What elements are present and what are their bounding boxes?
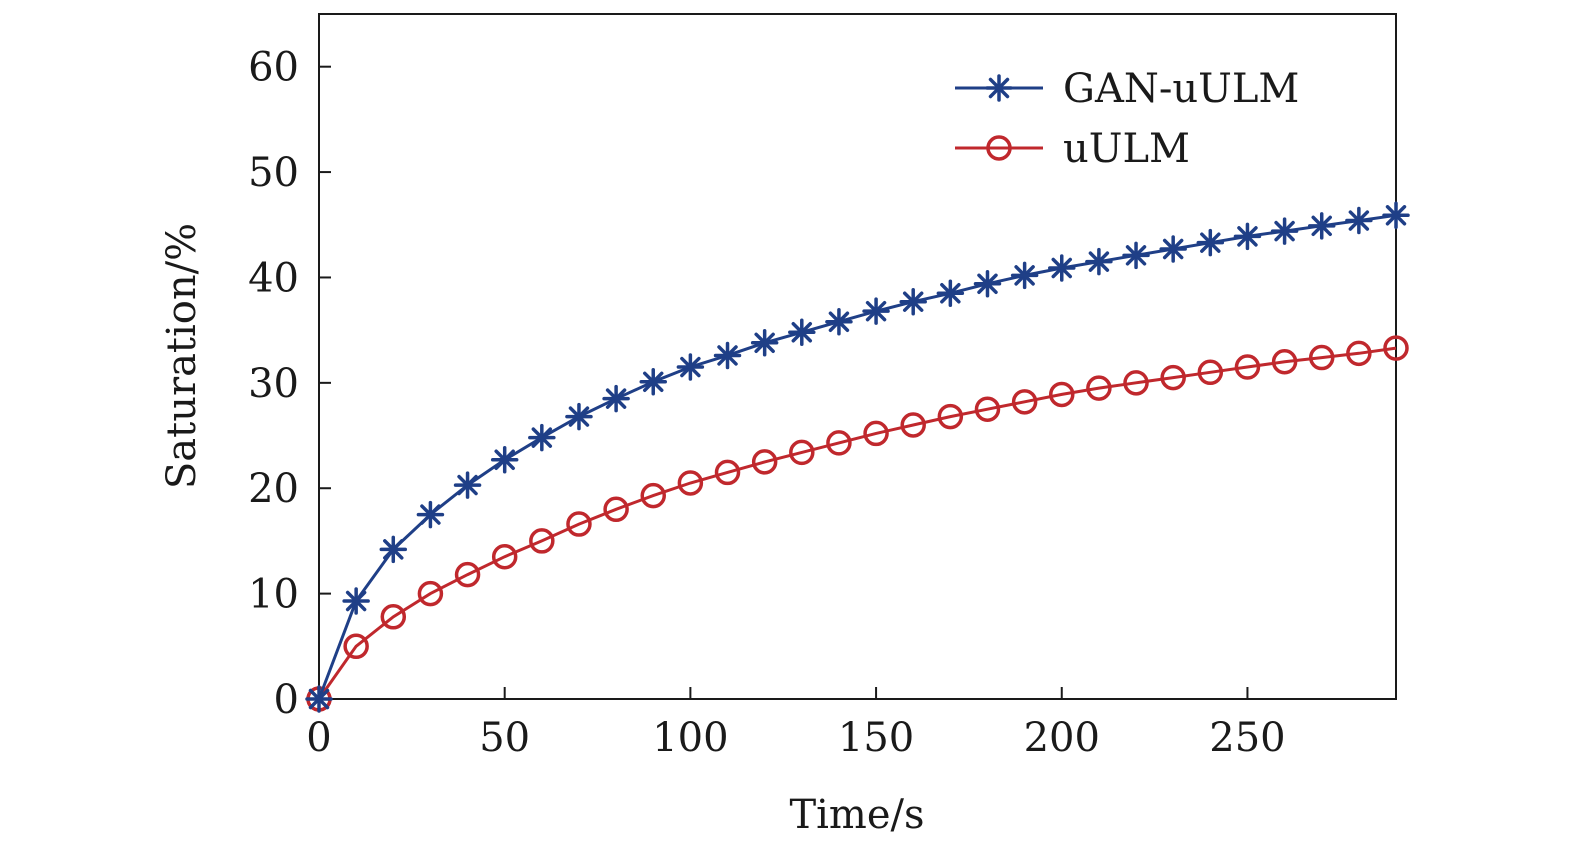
data-point-GAN-uULM [1270,217,1299,245]
data-point-GAN-uULM [676,353,705,381]
data-point-GAN-uULM [342,587,370,615]
plot-frame [318,13,1397,700]
x-tick-label: 200 [1024,715,1100,761]
x-tick-label: 50 [479,715,530,761]
x-tick-label: 150 [838,715,914,761]
data-point-uULM [343,633,369,660]
data-point-uULM [937,403,964,430]
data-point-uULM [454,561,481,588]
data-point-uULM [640,482,666,509]
data-point-uULM [1271,349,1298,375]
data-point-GAN-uULM [1196,228,1225,257]
data-point-uULM [714,459,741,486]
y-tick-label: 60 [248,45,299,91]
data-point-uULM [863,420,889,447]
series-line-GAN-uULM [317,213,1397,700]
data-point-uULM [417,580,444,607]
data-point-uULM [380,604,407,630]
data-point-uULM [1086,375,1112,401]
data-point-uULM [826,430,852,456]
x-tick-label: 0 [306,715,331,761]
data-point-GAN-uULM [1085,247,1113,276]
data-point-GAN-uULM [825,307,853,336]
data-point-GAN-uULM [1010,261,1039,290]
x-axis-title: Time/s [789,792,924,838]
y-tick-label: 40 [248,255,299,301]
data-point-uULM [1049,381,1075,408]
data-point-uULM [974,396,1001,422]
y-tick-label: 50 [248,150,299,196]
data-point-GAN-uULM [936,279,965,308]
data-point-GAN-uULM [379,535,408,564]
data-point-GAN-uULM [862,297,890,325]
data-point-GAN-uULM [602,384,630,413]
data-point-uULM [1234,354,1261,380]
data-point-GAN-uULM [1233,222,1262,251]
data-point-uULM [1308,344,1335,371]
y-tick-label: 30 [248,361,299,407]
y-tick-label: 10 [248,572,299,618]
data-point-GAN-uULM [973,270,1002,298]
legend: GAN-uULM uULM [955,66,1299,172]
data-point-uULM [529,528,555,554]
y-axis-title: Saturation/% [159,223,205,489]
y-tick-label: 20 [248,466,299,512]
legend-marker-uULM [986,135,1012,161]
data-point-GAN-uULM [1345,206,1373,235]
data-point-GAN-uULM [1159,235,1187,263]
data-point-GAN-uULM [1122,241,1150,270]
data-point-GAN-uULM [899,287,927,316]
legend-label: uULM [1063,126,1190,172]
data-point-GAN-uULM [305,685,333,713]
legend-label: GAN-uULM [1063,66,1299,112]
data-point-uULM [1197,359,1224,386]
data-point-uULM [751,449,778,475]
data-point-GAN-uULM [713,341,742,370]
data-point-uULM [566,511,592,537]
data-point-GAN-uULM [788,318,816,347]
x-tick-label: 100 [652,715,728,761]
data-point-GAN-uULM [453,471,482,499]
data-point-uULM [900,412,926,438]
data-point-uULM [491,543,518,570]
data-point-uULM [1346,340,1372,367]
data-point-GAN-uULM [490,446,519,474]
data-point-uULM [789,439,815,466]
data-point-GAN-uULM [1307,212,1336,240]
data-point-GAN-uULM [750,329,779,357]
data-point-uULM [603,496,629,523]
data-point-GAN-uULM [565,402,593,431]
legend-marker-GAN-uULM [985,74,1013,102]
data-point-uULM [677,470,704,496]
data-point-GAN-uULM [528,423,556,452]
data-point-GAN-uULM [1382,201,1410,230]
y-tick-label: 0 [274,677,299,723]
data-point-uULM [1160,364,1186,391]
data-point-uULM [1383,335,1409,361]
data-point-GAN-uULM [1048,254,1076,282]
data-point-uULM [1011,389,1038,415]
data-point-GAN-uULM [639,368,667,396]
data-point-GAN-uULM [416,500,445,529]
series-line-uULM [317,346,1397,700]
x-tick-label: 250 [1209,715,1285,761]
data-point-uULM [1123,370,1149,396]
